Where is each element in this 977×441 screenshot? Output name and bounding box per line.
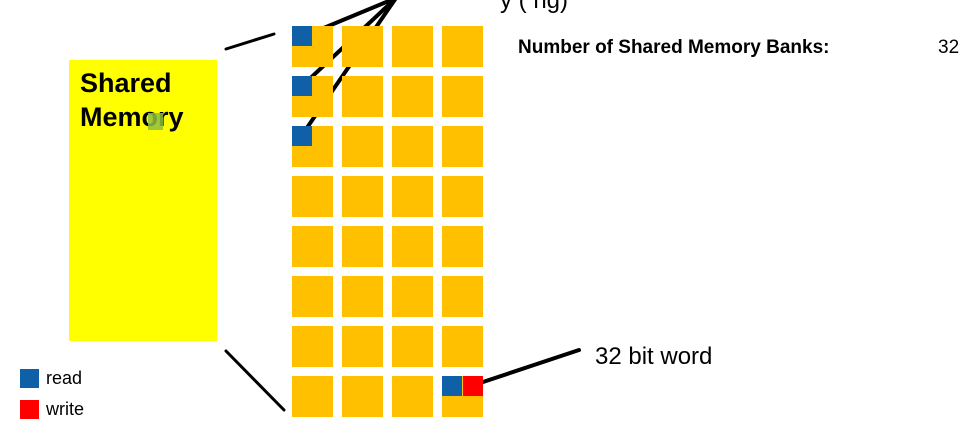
bank-cell — [292, 276, 333, 317]
bank-cell — [342, 126, 383, 167]
shared-memory-bottom-connector — [224, 349, 286, 412]
word-label: 32 bit word — [595, 343, 713, 370]
bank-cell — [442, 76, 483, 117]
bank-cell — [292, 176, 333, 217]
bank-cell — [392, 176, 433, 217]
bank-cell — [392, 376, 433, 417]
bank-cell — [442, 126, 483, 167]
legend-read-swatch — [20, 369, 39, 388]
bank-count-value: 32 — [938, 37, 960, 58]
bank-cell — [342, 376, 383, 417]
write-access-marker — [463, 376, 483, 396]
bank-cell — [442, 326, 483, 367]
bank-cell — [392, 226, 433, 267]
bank-cell — [442, 176, 483, 217]
bank-cell — [442, 226, 483, 267]
legend-write-label: write — [46, 399, 85, 419]
bank-cell — [292, 226, 333, 267]
bank-cell — [342, 326, 383, 367]
bank-cell — [392, 126, 433, 167]
bank-cell — [342, 226, 383, 267]
read-access-marker — [442, 376, 462, 396]
read-access-marker — [292, 76, 312, 96]
bank-cell — [442, 26, 483, 67]
bank-cell — [292, 376, 333, 417]
memory-location-marker — [148, 113, 163, 130]
bank-cell — [392, 326, 433, 367]
bank-cell — [342, 76, 383, 117]
shared-memory-top-connector — [224, 32, 276, 51]
legend-write-swatch — [20, 400, 39, 419]
bank-cell — [342, 26, 383, 67]
bank-cell — [392, 276, 433, 317]
read-access-marker — [292, 126, 312, 146]
top-caption: y ( ng) — [500, 0, 569, 14]
bank-cell — [342, 276, 383, 317]
bank-cell — [442, 276, 483, 317]
bank-cell — [342, 176, 383, 217]
legend-read-label: read — [46, 368, 83, 388]
read-access-marker — [292, 26, 312, 46]
bank-cell — [292, 326, 333, 367]
shared-memory-block — [69, 60, 217, 341]
word-pointer-line — [478, 348, 581, 385]
shared-memory-title: Shared Memory — [80, 68, 184, 132]
bank-count-label: Number of Shared Memory Banks: — [518, 37, 830, 58]
bank-cell — [392, 76, 433, 117]
bank-cell — [392, 26, 433, 67]
